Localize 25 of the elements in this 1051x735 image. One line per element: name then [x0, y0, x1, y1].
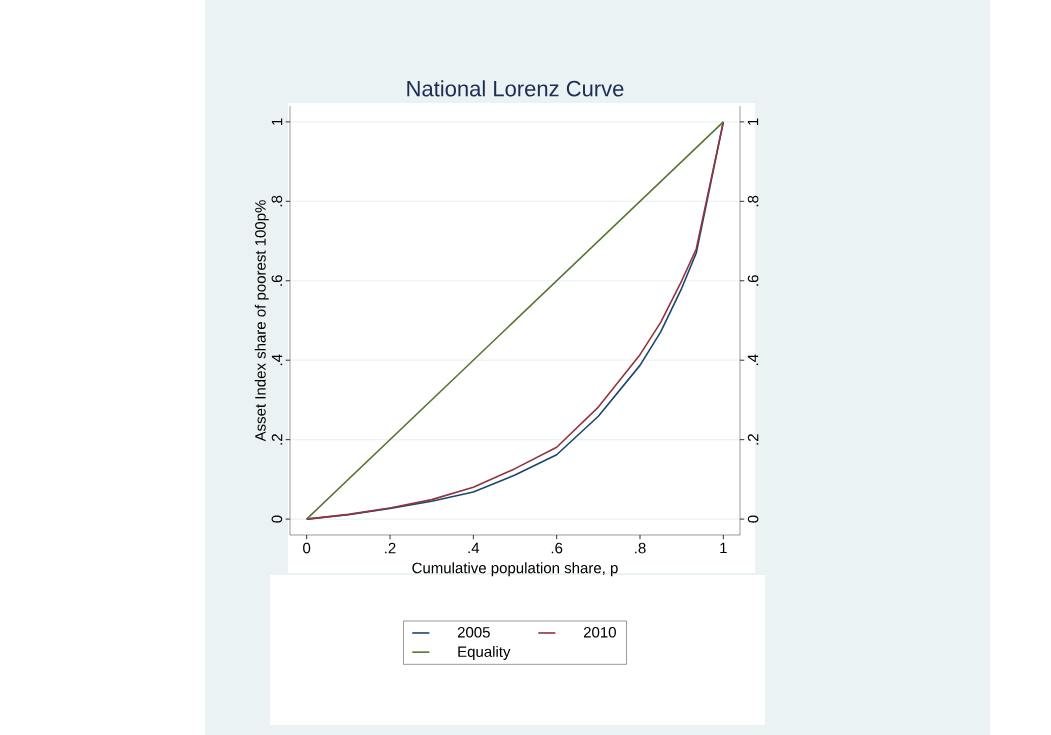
- y2-tick-label: .2: [747, 434, 759, 445]
- y-tick-label: .4: [271, 354, 283, 366]
- y2-tick-label: .6: [747, 275, 759, 286]
- x-tick-label: .2: [385, 542, 396, 554]
- y2-tick-label: 1: [747, 118, 759, 125]
- y-tick-label: .6: [271, 275, 283, 286]
- chart-title: National Lorenz Curve: [407, 80, 624, 97]
- y2-tick-label: .4: [747, 354, 759, 366]
- y-tick-label: 0: [271, 515, 283, 523]
- x-tick-label: .4: [468, 542, 480, 554]
- y2-tick-label: .8: [747, 195, 759, 207]
- legend-label: 2005: [457, 626, 490, 638]
- x-tick-label: .8: [635, 542, 646, 554]
- y-tick-label: .2: [271, 434, 283, 445]
- y-tick-label: 1: [271, 118, 283, 125]
- x-tick-label: 0: [303, 542, 311, 554]
- y2-tick-label: 0: [747, 515, 759, 523]
- x-tick-label: 1: [720, 542, 727, 554]
- legend-label: Equality: [458, 645, 511, 660]
- x-tick-label: .6: [551, 542, 563, 554]
- y-tick-label: .8: [271, 195, 283, 207]
- y-axis-title: Asset Index share of poorest 100p%: [254, 200, 269, 442]
- legend-label: 2010: [583, 626, 616, 638]
- line-series: [305, 121, 725, 520]
- x-axis-title: Cumulative population share, p: [412, 562, 618, 577]
